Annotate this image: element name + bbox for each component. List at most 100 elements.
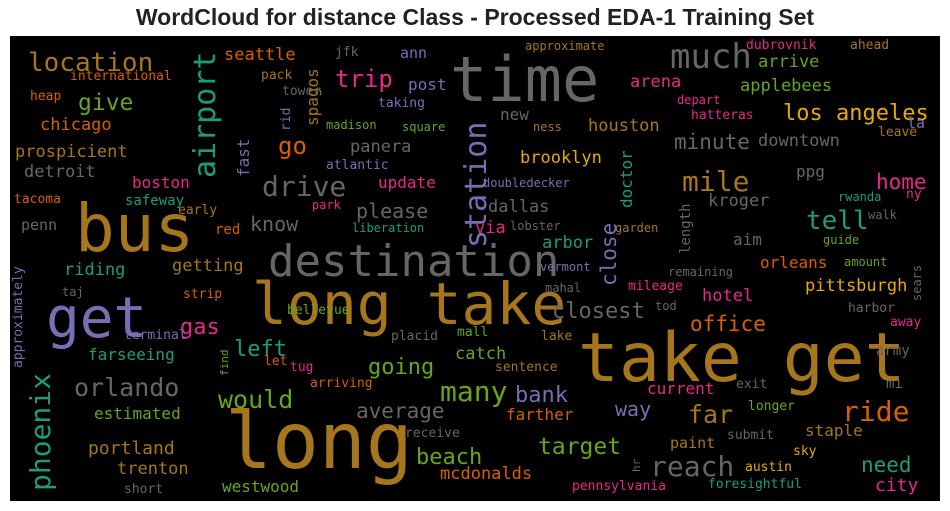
cloud-word-post: post bbox=[408, 75, 447, 94]
cloud-word-arriving: arriving bbox=[310, 376, 373, 391]
cloud-word-would: would bbox=[218, 385, 293, 414]
chart-title: WordCloud for distance Class - Processed… bbox=[135, 4, 815, 30]
cloud-word-seattle: seattle bbox=[224, 45, 296, 65]
cloud-word-let: let bbox=[264, 354, 287, 369]
cloud-word-ahead: ahead bbox=[850, 38, 889, 53]
cloud-word-time: time bbox=[450, 43, 599, 116]
word-cloud: long take take get long bus time destination g… bbox=[10, 36, 940, 501]
cloud-word-madison: madison bbox=[326, 118, 377, 132]
cloud-word-length: length bbox=[678, 203, 694, 254]
cloud-word-find: find bbox=[218, 350, 231, 377]
cloud-word-guide: guide bbox=[823, 233, 859, 247]
cloud-word-harbor: harbor bbox=[848, 301, 895, 316]
cloud-word-riding: riding bbox=[64, 260, 125, 280]
cloud-word-arbor: arbor bbox=[542, 233, 593, 253]
cloud-word-terminal: terminal bbox=[124, 328, 187, 343]
cloud-word-strip: strip bbox=[183, 287, 222, 302]
cloud-word-mcdonalds: mcdonalds bbox=[440, 464, 532, 484]
cloud-word-prospicient: prospicient bbox=[15, 142, 128, 162]
cloud-word-penn: penn bbox=[21, 216, 57, 234]
cloud-word-square: square bbox=[402, 120, 445, 134]
cloud-word-houston: houston bbox=[588, 116, 660, 136]
cloud-word-go: go bbox=[278, 132, 307, 160]
cloud-word-ride: ride bbox=[842, 395, 909, 428]
cloud-word-far: far bbox=[688, 400, 733, 429]
cloud-word-close: close bbox=[597, 223, 621, 286]
cloud-word-update: update bbox=[378, 173, 436, 192]
cloud-word-city: city bbox=[875, 475, 919, 496]
cloud-word-orlando: orlando bbox=[74, 373, 179, 402]
cloud-word-rid: rid bbox=[279, 108, 294, 131]
cloud-word-away: away bbox=[890, 315, 921, 330]
cloud-word-taj: taj bbox=[62, 285, 84, 299]
cloud-word-getting: getting bbox=[172, 256, 244, 276]
cloud-word-mall: mall bbox=[457, 325, 488, 340]
cloud-word-average: average bbox=[356, 399, 445, 423]
cloud-word-new: new bbox=[500, 105, 529, 124]
cloud-word-know: know bbox=[250, 212, 299, 236]
cloud-word-home: home bbox=[876, 170, 927, 194]
cloud-word-boston: boston bbox=[132, 173, 190, 192]
cloud-word-mile: mile bbox=[682, 165, 749, 198]
cloud-word-aim: aim bbox=[733, 230, 762, 249]
cloud-word-ness: ness bbox=[533, 120, 562, 134]
cloud-word-submit: submit bbox=[727, 428, 774, 443]
cloud-word-taking: taking bbox=[378, 96, 425, 111]
cloud-word-estimated: estimated bbox=[94, 404, 181, 423]
cloud-word-short: short bbox=[124, 482, 163, 497]
cloud-word-applebees: applebees bbox=[740, 76, 832, 96]
cloud-word-destination: destination bbox=[268, 236, 559, 287]
cloud-word-pack: pack bbox=[261, 68, 292, 83]
cloud-word-dubrovnik: dubrovnik bbox=[746, 38, 817, 53]
cloud-word-much: much bbox=[670, 37, 752, 77]
cloud-word-atlantic: atlantic bbox=[326, 158, 389, 173]
cloud-word-beach: beach bbox=[416, 445, 482, 470]
cloud-word-bank: bank bbox=[515, 383, 568, 408]
cloud-word-panera: panera bbox=[350, 137, 411, 157]
cloud-word-detroit: detroit bbox=[24, 162, 96, 182]
cloud-word-la: la bbox=[907, 114, 925, 132]
cloud-word-amount: amount bbox=[844, 255, 887, 269]
cloud-word-pennsylvania: pennsylvania bbox=[572, 479, 666, 494]
cloud-word-rwanda: rwanda bbox=[838, 190, 881, 204]
cloud-word-orleans: orleans bbox=[760, 253, 827, 272]
cloud-word-long: long bbox=[225, 397, 413, 487]
cloud-word-get: get bbox=[46, 286, 147, 351]
cloud-word-ppg: ppg bbox=[796, 162, 825, 181]
cloud-word-longer: longer bbox=[748, 399, 795, 414]
cloud-word-tod: tod bbox=[655, 299, 677, 313]
cloud-word-vermont: vermont bbox=[540, 260, 591, 274]
cloud-word-take-get: take get bbox=[578, 319, 906, 398]
cloud-word-garden: garden bbox=[615, 221, 658, 235]
cloud-word-station: station bbox=[459, 122, 494, 248]
cloud-word-chicago: chicago bbox=[40, 115, 112, 135]
cloud-word-fast: fast bbox=[234, 138, 253, 177]
cloud-word-long-take: long take bbox=[252, 270, 566, 338]
cloud-word-tower: tower bbox=[282, 84, 321, 99]
cloud-word-spagos: spagos bbox=[303, 68, 322, 126]
cloud-word-closest: closest bbox=[552, 299, 645, 324]
cloud-word-airport: airport bbox=[188, 52, 223, 178]
cloud-word-mileage: mileage bbox=[628, 279, 683, 294]
cloud-word-going: going bbox=[368, 355, 434, 380]
cloud-word-tell: tell bbox=[806, 206, 869, 236]
cloud-word-los-angeles: los angeles bbox=[783, 101, 929, 126]
cloud-word-placid: placid bbox=[391, 329, 438, 344]
cloud-word-downtown: downtown bbox=[758, 131, 840, 151]
cloud-word-remaining: remaining bbox=[668, 265, 733, 279]
cloud-word-ny: ny bbox=[906, 187, 922, 202]
cloud-word-doctor: doctor bbox=[617, 150, 636, 208]
cloud-word-arena: arena bbox=[630, 72, 681, 92]
cloud-word-farseeing: farseeing bbox=[88, 345, 175, 364]
cloud-word-red: red bbox=[215, 222, 240, 238]
cloud-word-park: park bbox=[312, 198, 342, 212]
cloud-word-many: many bbox=[440, 375, 507, 408]
cloud-word-sears: sears bbox=[910, 265, 924, 301]
cloud-word-approximately: approximately bbox=[11, 266, 26, 368]
cloud-word-receive: receive bbox=[405, 426, 460, 441]
cloud-word-sentence: sentence bbox=[495, 360, 558, 375]
cloud-word-international: international bbox=[70, 69, 172, 84]
cloud-word-kroger: kroger bbox=[708, 191, 769, 211]
cloud-word-drive: drive bbox=[262, 170, 346, 203]
